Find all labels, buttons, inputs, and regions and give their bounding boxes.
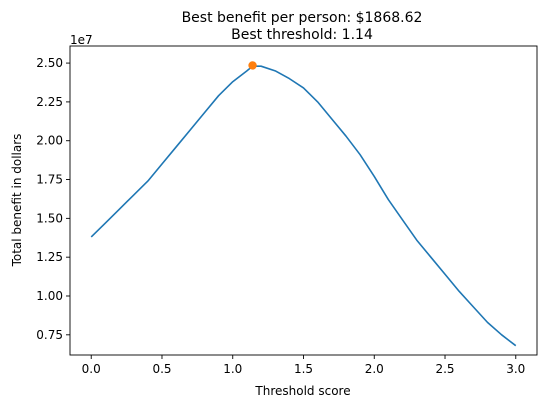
x-tick-label: 1.5 (294, 362, 313, 376)
y-tick-label: 0.75 (36, 328, 63, 342)
y-tick-label: 1.75 (36, 173, 63, 187)
y-tick-label: 1.50 (36, 211, 63, 225)
x-tick-label: 0.0 (82, 362, 101, 376)
y-tick-label: 1.25 (36, 250, 63, 264)
plot-frame (69, 45, 538, 356)
y-axis-label: Total benefit in dollars (10, 134, 24, 268)
x-tick-label: 3.0 (506, 362, 525, 376)
y-tick-label: 2.00 (36, 134, 63, 148)
x-tick-label: 1.0 (223, 362, 242, 376)
y-offset-label: 1e7 (70, 33, 93, 47)
chart-title: Best benefit per person: $1868.62 (182, 10, 423, 26)
x-tick-label: 2.0 (365, 362, 384, 376)
plot-series (90, 61, 517, 347)
x-axis-ticks: 0.0 0.5 1.0 1.5 2.0 2.5 3.0 (82, 355, 525, 376)
y-tick-label: 1.00 (36, 289, 63, 303)
y-tick-label: 2.50 (36, 56, 63, 70)
x-tick-label: 2.5 (435, 362, 454, 376)
y-tick-label: 2.25 (36, 95, 63, 109)
x-axis-label: Threshold score (254, 384, 350, 398)
best-threshold-point (248, 61, 257, 70)
x-tick-label: 0.5 (152, 362, 171, 376)
y-axis-ticks: 0.75 1.00 1.25 1.50 1.75 2.00 2.25 2.50 (36, 56, 70, 342)
benefit-line (90, 65, 517, 347)
chart-subtitle: Best threshold: 1.14 (231, 27, 373, 43)
